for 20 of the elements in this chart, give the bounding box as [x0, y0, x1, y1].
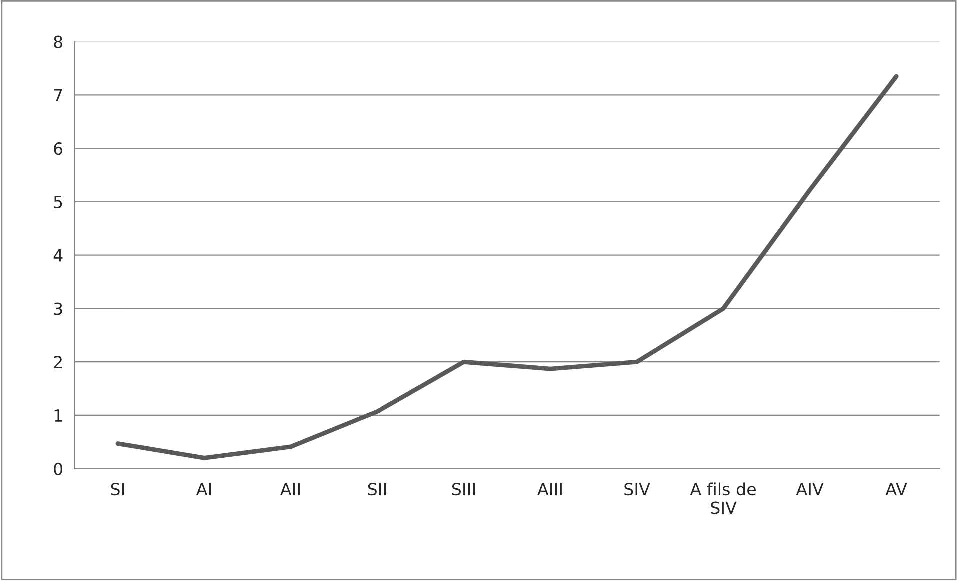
x-tick-label: A fils de SIV [690, 482, 756, 514]
y-tick-label: 6 [54, 142, 63, 156]
x-tick-label: SIII [452, 483, 476, 496]
y-tick-label: 8 [54, 36, 62, 48]
y-tick-label: 7 [54, 89, 62, 102]
y-tick-label: 1 [54, 410, 62, 422]
y-tick-label: 0 [54, 462, 63, 476]
y-tick-label: 4 [54, 250, 63, 262]
x-tick-label: AIV [796, 483, 824, 496]
x-tick-label: AIII [538, 483, 562, 496]
x-tick-label: SIV [624, 483, 650, 496]
x-tick-label: AI [196, 483, 212, 496]
y-tick-label: 3 [54, 302, 62, 316]
y-tick-label: 2 [54, 356, 62, 368]
x-tick-label: SII [368, 483, 386, 496]
x-tick-label: SI [111, 483, 124, 496]
x-tick-label: AII [280, 483, 300, 496]
x-tick-label: AV [886, 483, 908, 496]
y-tick-label: 5 [54, 196, 62, 209]
line-series [116, 74, 899, 460]
